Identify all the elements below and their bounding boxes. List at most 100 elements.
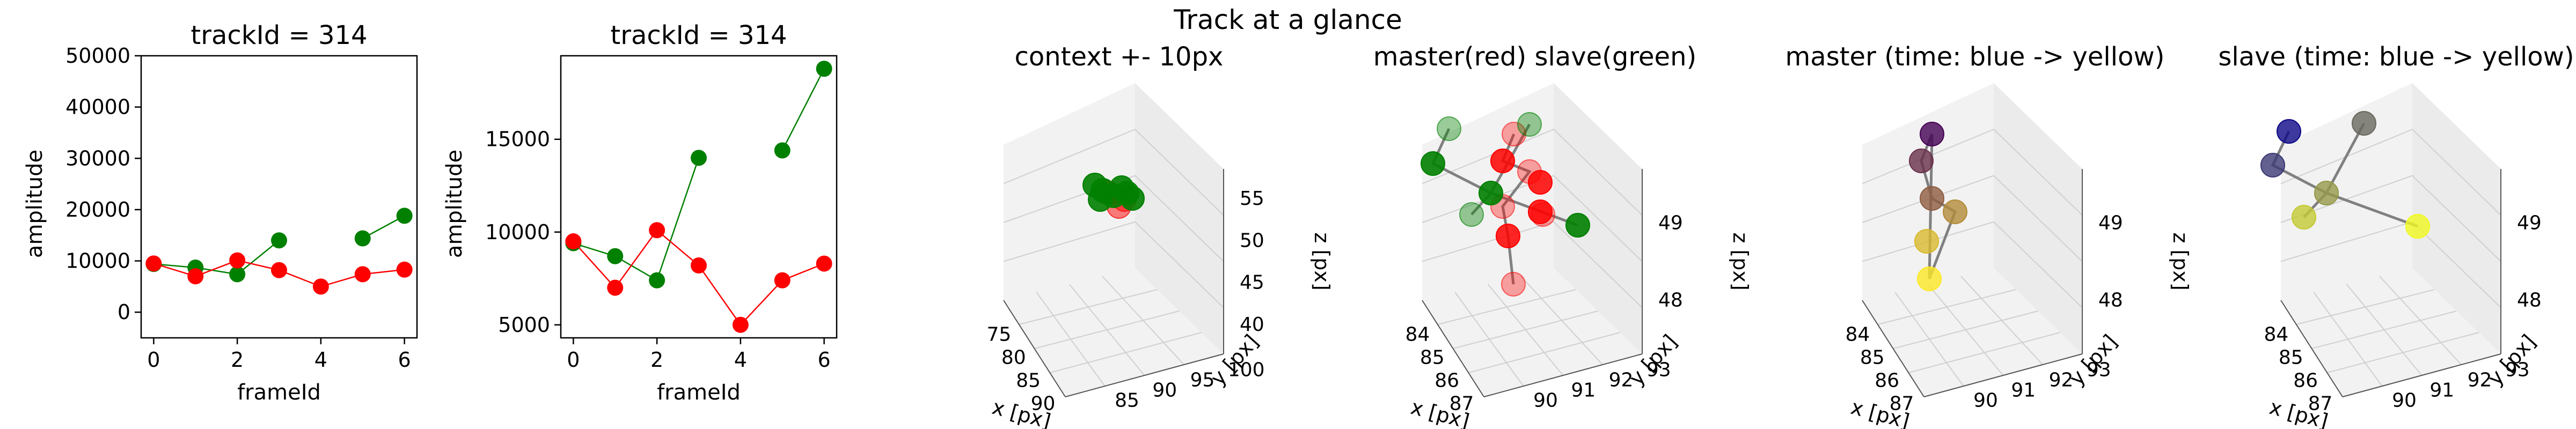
y-tick-label: 91: [2011, 380, 2036, 402]
y-tick-label: 93: [2087, 359, 2111, 381]
grid-line: [1422, 129, 1643, 216]
data-point: [691, 257, 707, 274]
data-point: [229, 266, 246, 283]
slave-point: [2292, 205, 2316, 230]
plot-frame: [140, 55, 418, 339]
y-tick-label: 90: [1533, 390, 1558, 412]
slave-point: [1088, 187, 1113, 212]
slave-point: [1109, 175, 1134, 200]
y-axis-label: amplitude: [442, 150, 467, 258]
slave-point: [1517, 112, 1542, 137]
x-axis-line: [1003, 300, 1066, 397]
y-tick-label: 5000: [498, 313, 550, 337]
master-point: [1920, 122, 1944, 146]
x-tick-label: 85: [2279, 347, 2303, 369]
pane-left: [2281, 83, 2412, 300]
data-point: [396, 261, 413, 278]
master-point: [1943, 199, 1967, 224]
master-point: [1914, 229, 1939, 254]
data-point: [816, 255, 832, 272]
x-tick-label: 85: [1420, 347, 1445, 369]
slave-point: [1479, 181, 1503, 205]
x-tick-label: 2: [231, 348, 244, 372]
x-tick-label: 85: [1016, 369, 1041, 391]
x-tick-label: 4: [314, 348, 327, 372]
z-axis-label: z [px]: [2169, 232, 2192, 290]
pane-floor: [1422, 268, 1642, 397]
master-point: [1917, 267, 1942, 291]
data-point: [187, 268, 204, 285]
y-tick-label: 85: [1115, 390, 1139, 412]
z-tick-label: 48: [1658, 289, 1683, 311]
slave-point: [1459, 202, 1484, 227]
grid-line: [1862, 221, 2083, 308]
z-tick-label: 49: [2098, 212, 2123, 234]
grid-line: [1422, 175, 1643, 262]
z-tick-label: 45: [1240, 272, 1264, 294]
y-tick-label: 92: [1609, 369, 1634, 391]
x-axis-label: frameId: [657, 380, 741, 405]
slave-point: [1565, 213, 1590, 238]
slave-point: [2405, 214, 2430, 239]
y-tick-label: 40000: [65, 95, 130, 119]
data-point: [145, 255, 162, 272]
panel-title: master(red) slave(green): [1373, 42, 1696, 72]
grid-line: [1422, 221, 1643, 308]
data-point: [732, 316, 749, 333]
series-line: [573, 157, 700, 282]
x-tick-label: 6: [818, 348, 831, 372]
z-tick-label: 50: [1240, 230, 1264, 252]
grid-line: [2280, 175, 2501, 262]
master-point: [1502, 122, 1526, 146]
y-tick-label: 92: [2049, 369, 2074, 391]
y-tick-label: 100: [1228, 359, 1265, 381]
z-tick-label: 48: [2098, 289, 2123, 311]
x-tick-label: 86: [1875, 369, 1899, 391]
y-tick-label: 91: [2429, 380, 2454, 402]
slave-point: [2277, 119, 2301, 144]
master-point: [1531, 202, 1555, 227]
pane-left: [1004, 83, 1135, 300]
data-point: [774, 142, 791, 159]
pane-floor: [1004, 268, 1224, 397]
y-tick-label: 50000: [65, 44, 130, 68]
z-tick-label: 55: [1240, 188, 1264, 210]
slave-edge: [2271, 130, 2418, 228]
data-point: [607, 279, 624, 296]
x-tick-label: 87: [1450, 393, 1474, 415]
data-point: [691, 150, 707, 166]
data-point: [271, 262, 287, 278]
x-tick-label: 87: [1890, 393, 1914, 415]
grid-line: [1908, 332, 2061, 373]
y-tick-label: 90: [2392, 390, 2417, 412]
grid-line: [1862, 175, 2083, 262]
data-point: [649, 272, 665, 289]
grid-line: [1034, 310, 1180, 349]
y-tick-label: 92: [2468, 369, 2492, 391]
x-tick-label: 84: [1846, 324, 1870, 346]
x-tick-label: 86: [1435, 369, 1459, 391]
master-point: [1920, 186, 1944, 211]
grid-line: [1003, 129, 1224, 216]
figure-suptitle: Track at a glance: [1174, 4, 1402, 35]
x-tick-label: 0: [567, 348, 580, 372]
y-tick-label: 95: [1190, 369, 1215, 391]
grid-line: [2280, 129, 2501, 216]
x-axis-line: [1862, 300, 1924, 397]
y-tick-label: 0: [118, 300, 130, 324]
data-point: [649, 222, 665, 239]
grid-line: [2326, 332, 2479, 373]
data-point: [816, 61, 832, 77]
x-tick-label: 4: [734, 348, 747, 372]
series-line: [781, 68, 825, 151]
x-tick-label: 6: [398, 348, 411, 372]
grid-line: [1453, 310, 1598, 349]
grid-line: [1102, 276, 1184, 365]
data-point: [271, 232, 287, 249]
y-tick-label: 15000: [485, 128, 550, 151]
x-axis-line: [2280, 300, 2343, 397]
plot-frame: [560, 55, 838, 339]
